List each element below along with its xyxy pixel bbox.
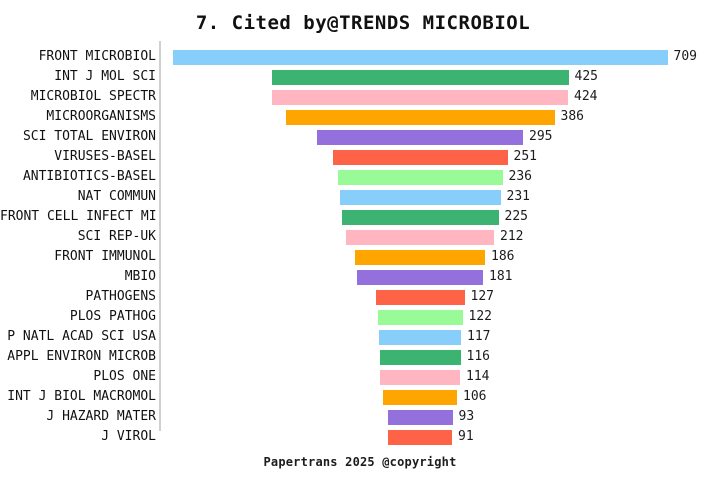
bar: [271, 69, 569, 85]
chart-title: 7. Cited by@TRENDS MICROBIOL: [195, 12, 531, 34]
value-label: 231: [506, 189, 530, 204]
value-label: 709: [673, 49, 697, 64]
value-label: 212: [500, 229, 524, 244]
chart-row: ANTIBIOTICS-BASEL 236: [0, 167, 720, 187]
category-label: PATHOGENS: [85, 289, 156, 304]
chart-row: SCI TOTAL ENVIRON 295: [0, 127, 720, 147]
chart-row: PLOS ONE 114: [0, 367, 720, 387]
value-label: 251: [513, 149, 537, 164]
chart-row: P NATL ACAD SCI USA 117: [0, 327, 720, 347]
value-label: 93: [458, 409, 475, 424]
category-label: INT J BIOL MACROMOL: [7, 389, 156, 404]
chart-row: MICROORGANISMS 386: [0, 107, 720, 127]
category-label: APPL ENVIRON MICROB: [7, 349, 156, 364]
chart-row: J HAZARD MATER 93: [0, 407, 720, 427]
category-label: J VIROL: [101, 429, 156, 444]
category-label: INT J MOL SCI: [54, 69, 156, 84]
value-label: 424: [574, 89, 598, 104]
bar: [337, 169, 503, 185]
bar: [341, 209, 499, 225]
bar: [172, 49, 668, 65]
value-label: 425: [574, 69, 598, 84]
category-label: MICROBIOL SPECTR: [30, 89, 156, 104]
category-label: PLOS PATHOG: [69, 309, 156, 324]
chart-row: INT J BIOL MACROMOL 106: [0, 387, 720, 407]
chart-row: MBIO 181: [0, 267, 720, 287]
category-label: FRONT CELL INFECT MI: [0, 209, 157, 224]
chart-row: NAT COMMUN 231: [0, 187, 720, 207]
category-label: SCI REP-UK: [77, 229, 156, 244]
value-label: 236: [508, 169, 532, 184]
category-label: FRONT IMMUNOL: [54, 249, 156, 264]
chart-row: PLOS PATHOG 122: [0, 307, 720, 327]
category-label: P NATL ACAD SCI USA: [7, 329, 156, 344]
bar: [272, 89, 568, 105]
bar: [332, 149, 508, 165]
category-label: MICROORGANISMS: [46, 109, 156, 124]
category-label: SCI TOTAL ENVIRON: [22, 129, 156, 144]
bar: [375, 289, 465, 305]
bar: [388, 429, 452, 445]
value-label: 122: [468, 309, 492, 324]
value-label: 117: [467, 329, 491, 344]
chart-row: FRONT MICROBIOL 709: [0, 47, 720, 67]
value-label: 127: [470, 289, 494, 304]
value-label: 386: [560, 109, 584, 124]
value-label: 186: [491, 249, 515, 264]
copyright-text: Papertrans 2025 @copyright: [263, 455, 457, 469]
y-axis-line: [159, 41, 161, 431]
value-label: 114: [466, 369, 490, 384]
bar: [317, 129, 523, 145]
bar: [346, 229, 494, 245]
bar: [285, 109, 555, 125]
category-label: FRONT MICROBIOL: [38, 49, 156, 64]
bar: [380, 369, 460, 385]
value-label: 295: [529, 129, 553, 144]
bar: [339, 189, 501, 205]
chart-row: FRONT IMMUNOL 186: [0, 247, 720, 267]
bar: [387, 409, 453, 425]
bar: [383, 389, 457, 405]
bar: [357, 269, 483, 285]
chart-row: FRONT CELL INFECT MI 225: [0, 207, 720, 227]
category-label: NAT COMMUN: [77, 189, 156, 204]
chart-row: VIRUSES-BASEL 251: [0, 147, 720, 167]
value-label: 91: [458, 429, 474, 444]
category-label: PLOS ONE: [93, 369, 156, 384]
chart-row: SCI REP-UK 212: [0, 227, 720, 247]
value-label: 181: [489, 269, 513, 284]
value-label: 225: [504, 209, 528, 224]
bar: [379, 329, 461, 345]
chart-row: PATHOGENS 127: [0, 287, 720, 307]
chart-row: J VIROL 91: [0, 427, 720, 447]
bar: [355, 249, 485, 265]
value-label: 116: [466, 349, 490, 364]
category-label: MBIO: [124, 269, 156, 284]
chart-row: INT J MOL SCI 425: [0, 67, 720, 87]
category-label: VIRUSES-BASEL: [54, 149, 156, 164]
category-label: ANTIBIOTICS-BASEL: [22, 169, 156, 184]
category-label: J HAZARD MATER: [46, 409, 156, 424]
chart-row: APPL ENVIRON MICROB 116: [0, 347, 720, 367]
bar: [377, 309, 463, 325]
bar: [379, 349, 461, 365]
value-label: 106: [463, 389, 487, 404]
chart-row: MICROBIOL SPECTR 424: [0, 87, 720, 107]
